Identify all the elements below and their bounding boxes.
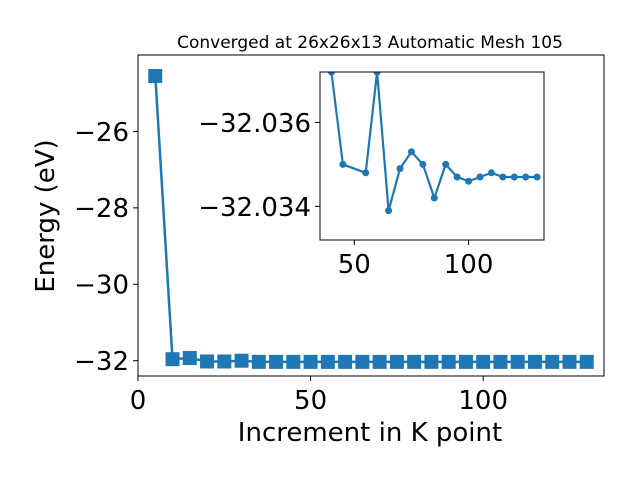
main-data-point xyxy=(493,355,507,369)
inset-chart: 50 100 −32.036 −32.034 xyxy=(198,69,544,281)
chart-title: Converged at 26x26x13 Automatic Mesh 105 xyxy=(177,33,563,53)
inset-data-point xyxy=(477,174,484,181)
inset-data-point xyxy=(397,165,404,172)
inset-background xyxy=(320,72,544,240)
main-x-ticks: 0 50 100 xyxy=(130,376,508,416)
main-y-ticks: −26 −28 −30 −32 xyxy=(74,118,138,377)
main-x-tick-label: 50 xyxy=(294,386,327,416)
main-data-point xyxy=(286,355,300,369)
main-data-point xyxy=(217,354,231,368)
inset-data-point xyxy=(499,174,506,181)
main-x-tick-label: 100 xyxy=(458,386,508,416)
main-y-tick-label: −32 xyxy=(74,347,129,377)
main-data-point xyxy=(321,355,335,369)
inset-data-point xyxy=(419,161,426,168)
inset-y-tick-label: −32.034 xyxy=(198,193,311,223)
inset-y-ticks: −32.036 −32.034 xyxy=(198,109,320,223)
inset-data-point xyxy=(442,161,449,168)
x-axis-label: Increment in K point xyxy=(238,418,502,448)
main-data-point xyxy=(580,355,594,369)
main-data-point xyxy=(183,351,197,365)
inset-data-point xyxy=(465,178,472,185)
inset-data-point xyxy=(511,174,518,181)
inset-data-point xyxy=(385,207,392,214)
main-data-point xyxy=(562,355,576,369)
y-axis-label: Energy (eV) xyxy=(31,139,61,292)
main-data-point xyxy=(148,69,162,83)
main-y-tick-label: −26 xyxy=(74,118,129,148)
main-data-point xyxy=(304,355,318,369)
main-data-point xyxy=(269,355,283,369)
main-data-point xyxy=(407,355,421,369)
main-data-point xyxy=(424,355,438,369)
inset-x-ticks: 50 100 xyxy=(338,240,494,280)
inset-data-point xyxy=(488,169,495,176)
inset-y-tick-label: −32.036 xyxy=(198,109,311,139)
inset-x-tick-label: 50 xyxy=(338,250,371,280)
inset-x-tick-label: 100 xyxy=(444,250,494,280)
main-data-point xyxy=(166,352,180,366)
main-data-point xyxy=(459,355,473,369)
main-data-point xyxy=(545,355,559,369)
inset-data-point xyxy=(534,174,541,181)
main-data-point xyxy=(200,354,214,368)
main-data-point xyxy=(338,355,352,369)
main-y-tick-label: −30 xyxy=(74,271,129,301)
main-y-tick-label: −28 xyxy=(74,194,129,224)
inset-data-point xyxy=(362,169,369,176)
main-data-point xyxy=(235,354,249,368)
inset-data-point xyxy=(408,148,415,155)
main-data-point xyxy=(442,355,456,369)
main-data-point xyxy=(355,355,369,369)
inset-data-point xyxy=(339,161,346,168)
main-data-point xyxy=(373,355,387,369)
inset-data-point xyxy=(522,174,529,181)
main-data-point xyxy=(252,355,266,369)
inset-data-point xyxy=(454,174,461,181)
main-data-point xyxy=(511,355,525,369)
main-x-tick-label: 0 xyxy=(130,386,147,416)
main-data-point xyxy=(390,355,404,369)
inset-data-point xyxy=(431,195,438,202)
main-data-point xyxy=(528,355,542,369)
main-data-point xyxy=(476,355,490,369)
